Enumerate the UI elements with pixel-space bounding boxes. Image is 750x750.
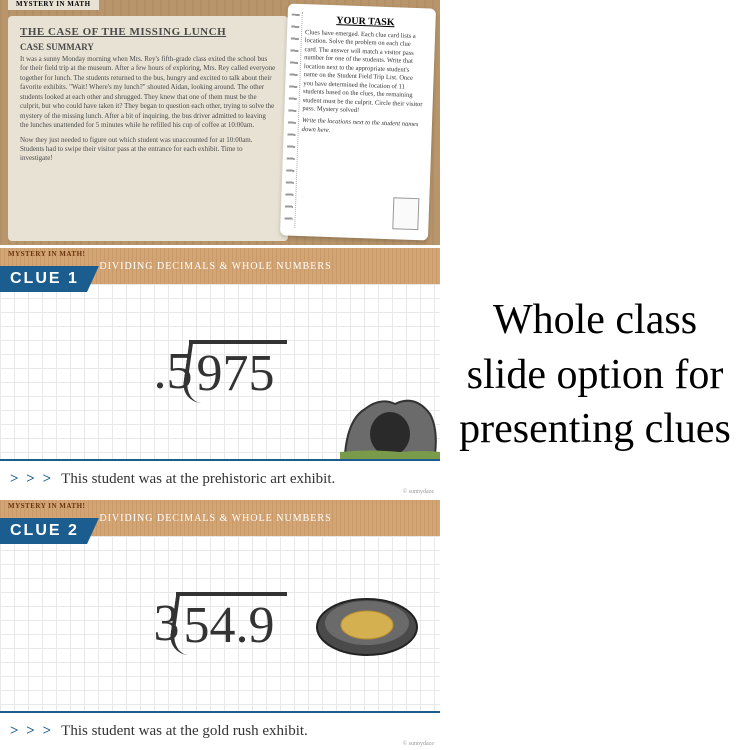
clue1-problem: .5 975 [0,284,440,459]
task-body: Clues have emerged. Each clue card lists… [302,29,425,118]
task-notebook: YOUR TASK Clues have emerged. Each clue … [280,3,436,240]
mystery-label: MYSTERY IN MATH! [0,500,85,510]
clue2-badge: CLUE 2 [0,518,99,544]
case-subtitle: CASE SUMMARY [20,42,276,52]
clue1-badge: CLUE 1 [0,266,99,292]
case-para2: Now they just needed to figure out which… [20,136,276,164]
dividend: 54.9 [176,592,287,655]
division-problem: .5 975 [154,340,287,403]
page: MYSTERY IN MATH THE CASE OF THE MISSING … [0,0,750,750]
clue2-answer: > > > This student was at the gold rush … [0,711,440,749]
arrows-icon: > > > [10,723,53,740]
division-problem: 3 54.9 [154,592,287,655]
mystery-label: MYSTERY IN MATH! [0,248,85,258]
slides-column: MYSTERY IN MATH THE CASE OF THE MISSING … [0,0,440,750]
clue2-problem: 3 54.9 [0,536,440,711]
clue1-slide: MYSTERY IN MATH! DIVIDING DECIMALS & WHO… [0,248,440,497]
clue1-answer: > > > This student was at the prehistori… [0,459,440,497]
case-slide: MYSTERY IN MATH THE CASE OF THE MISSING … [0,0,440,245]
worksheet-icon [392,197,419,230]
case-para1: It was a sunny Monday morning when Mrs. … [20,55,276,131]
gold-pan-icon [315,589,420,659]
answer-text: This student was at the gold rush exhibi… [61,723,308,740]
case-folder: THE CASE OF THE MISSING LUNCH CASE SUMMA… [8,16,288,241]
task-title: YOUR TASK [305,14,425,29]
credit: © sunnydaze [403,489,434,495]
topic-label: DIVIDING DECIMALS & WHOLE NUMBERS [99,513,331,524]
clue2-slide: MYSTERY IN MATH! DIVIDING DECIMALS & WHO… [0,500,440,749]
answer-text: This student was at the prehistoric art … [61,471,335,488]
credit: © sunnydaze [403,741,434,747]
dividend: 975 [189,340,287,403]
folder-tab: MYSTERY IN MATH [8,0,99,10]
caption-text: Whole class slide option for presenting … [450,293,740,457]
task-instruction: Write the locations next to the student … [302,117,423,138]
case-title: THE CASE OF THE MISSING LUNCH [20,26,276,38]
caption-area: Whole class slide option for presenting … [440,0,750,750]
cave-icon [340,379,440,459]
arrows-icon: > > > [10,471,53,488]
topic-label: DIVIDING DECIMALS & WHOLE NUMBERS [99,261,331,272]
